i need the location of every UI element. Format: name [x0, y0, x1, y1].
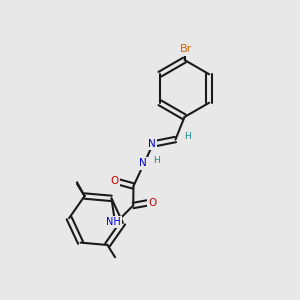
Text: H: H [184, 132, 191, 141]
Text: Br: Br [180, 44, 192, 55]
Text: N: N [148, 139, 155, 149]
Text: O: O [110, 176, 119, 187]
Text: H: H [153, 156, 159, 165]
Text: N: N [139, 158, 146, 169]
Text: O: O [148, 197, 156, 208]
Text: NH: NH [106, 217, 121, 227]
